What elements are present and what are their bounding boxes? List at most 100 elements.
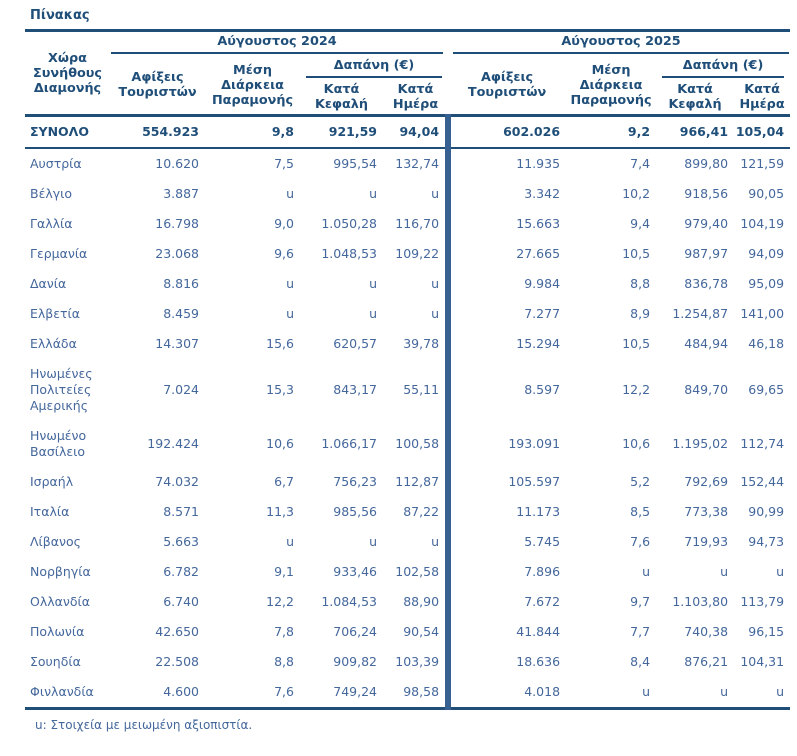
value-cell: u <box>369 186 377 201</box>
value-cell: 98,58 <box>383 677 449 710</box>
value-cell: 8,8 <box>274 654 294 669</box>
value-cell: 899,80 <box>684 156 729 171</box>
value-cell: 94,09 <box>748 246 785 261</box>
value-cell: 7.024 <box>163 382 199 397</box>
value-cell: 10,5 <box>622 246 651 261</box>
table-row: Ηνωμένο Βασίλειο 192.424 10,6 1.066,17 100,5… <box>25 421 790 467</box>
value-cell: u <box>720 564 729 579</box>
value-cell: 484,94 <box>684 336 729 351</box>
country-cell: Ηνωμένο Βασίλειο <box>30 428 87 459</box>
value-cell: 849,70 <box>684 382 729 397</box>
country-cell: Γερμανία <box>30 246 88 261</box>
table-row: Σουηδία 22.508 8,8 909,82 103,39 18.636 8,4 876… <box>25 647 790 677</box>
value-cell: 6,7 <box>274 474 294 489</box>
value-cell: 7,4 <box>630 156 651 171</box>
value-cell: u <box>286 306 294 321</box>
column-group-august-2024: Αύγουστος 2024 <box>110 32 448 56</box>
column-header-per-capita-2025: Κατά Κεφαλή <box>656 80 735 117</box>
group-label-2024: Αύγουστος 2024 <box>111 34 444 54</box>
value-cell: u <box>734 677 791 710</box>
value-cell: 1.084,53 <box>321 594 377 609</box>
country-cell: Φινλανδία <box>25 677 110 710</box>
value-cell: 876,21 <box>684 654 729 669</box>
value-cell: 4.018 <box>445 677 567 710</box>
value-cell: 12,2 <box>266 594 294 609</box>
value-cell: 9,7 <box>630 594 651 609</box>
tourism-statistics-table: Χώρα Συνήθους Διαμονής Αύγουστος 2024 Αύ… <box>25 32 791 710</box>
value-cell: 921,59 <box>300 115 383 149</box>
value-cell: 7,7 <box>630 624 651 639</box>
value-cell: 27.665 <box>445 239 567 269</box>
column-header-arrivals-2025: Αφίξεις Τουριστών <box>448 56 567 117</box>
value-cell: 7,5 <box>274 156 294 171</box>
value-cell: 836,78 <box>684 276 729 291</box>
value-cell: 1.195,02 <box>672 436 729 451</box>
table-row: Γαλλία 16.798 9,0 1.050,28 116,70 15.663 9,4 97… <box>25 209 790 239</box>
value-cell: 5,2 <box>630 474 651 489</box>
column-header-stay-2025: Μέση Διάρκεια Παραμονής <box>566 56 657 117</box>
table-header: Χώρα Συνήθους Διαμονής Αύγουστος 2024 Αύ… <box>25 32 791 117</box>
value-cell: 11,3 <box>266 504 294 519</box>
value-cell: 8,8 <box>630 276 651 291</box>
value-cell: 94,73 <box>748 534 785 549</box>
value-cell: 1.050,28 <box>321 216 377 231</box>
value-cell: 41.844 <box>445 617 567 647</box>
value-cell: 9,2 <box>566 115 657 149</box>
value-cell: 15,6 <box>266 336 294 351</box>
value-cell: 8.816 <box>163 276 199 291</box>
value-cell: 8.459 <box>163 306 199 321</box>
table-row: Γερμανία 23.068 9,6 1.048,53 109,22 27.665 10,… <box>25 239 790 269</box>
column-header-arrivals-2024: Αφίξεις Τουριστών <box>110 56 205 117</box>
value-cell: 104,19 <box>740 216 785 231</box>
value-cell: 6.782 <box>163 564 199 579</box>
country-cell: Ελλάδα <box>30 336 77 351</box>
country-cell: Ολλανδία <box>30 594 90 609</box>
value-cell: u <box>431 276 440 291</box>
table-row: Φινλανδία 4.600 7,6 749,24 98,58 4.018 u u u <box>25 677 791 710</box>
value-cell: 7.896 <box>445 557 567 587</box>
column-group-august-2025: Αύγουστος 2025 <box>448 32 790 56</box>
value-cell: 14.307 <box>155 336 199 351</box>
value-cell: 112,87 <box>395 474 440 489</box>
value-cell: 773,38 <box>684 504 729 519</box>
value-cell: 918,56 <box>684 186 729 201</box>
value-cell: 94,04 <box>383 115 449 149</box>
country-cell: Ελβετία <box>30 306 81 321</box>
value-cell: 22.508 <box>155 654 199 669</box>
country-cell: Σουηδία <box>30 654 81 669</box>
value-cell: 15.294 <box>445 329 567 359</box>
value-cell: 10,5 <box>622 336 651 351</box>
total-row: ΣΥΝΟΛΟ 554.923 9,8 921,59 94,04 602.026 9,2 966… <box>25 115 791 149</box>
subheader-row-2: Κατά Κεφαλή Κατά Ημέρα Κατά Κεφαλή Κατά … <box>25 80 791 117</box>
value-cell: 9,0 <box>274 216 294 231</box>
column-header-per-day-2024: Κατά Ημέρα <box>383 80 449 117</box>
value-cell: 102,58 <box>395 564 440 579</box>
value-cell: 74.032 <box>155 474 199 489</box>
value-cell: 90,05 <box>748 186 785 201</box>
value-cell: u <box>369 276 377 291</box>
table-row: Ελλάδα 14.307 15,6 620,57 39,78 15.294 10,5 484… <box>25 329 790 359</box>
value-cell: 141,00 <box>740 306 785 321</box>
statistics-page: Πίνακας Χώρα Συνήθους Διαμονής Αύγουστος… <box>25 8 791 732</box>
value-cell: 132,74 <box>395 156 440 171</box>
value-cell: 11.173 <box>445 497 567 527</box>
value-cell: 979,40 <box>684 216 729 231</box>
value-cell: 7,8 <box>274 624 294 639</box>
table-row: Ελβετία 8.459 u u u 7.277 8,9 1.254,87 141,00 <box>25 299 790 329</box>
table-row: Λίβανος 5.663 u u u 5.745 7,6 719,93 94,73 <box>25 527 790 557</box>
value-cell: 966,41 <box>656 115 735 149</box>
value-cell: u <box>286 186 294 201</box>
value-cell: 88,90 <box>403 594 440 609</box>
value-cell: 706,24 <box>333 624 377 639</box>
country-cell: ΣΥΝΟΛΟ <box>25 115 110 149</box>
group-label-2025: Αύγουστος 2025 <box>453 34 790 54</box>
value-cell: 105,04 <box>734 115 791 149</box>
column-header-per-capita-2024: Κατά Κεφαλή <box>300 80 383 117</box>
value-cell: u <box>431 186 440 201</box>
table-row: Ολλανδία 6.740 12,2 1.084,53 88,90 7.672 9,7 1.… <box>25 587 790 617</box>
value-cell: 11.935 <box>445 148 567 179</box>
value-cell: u <box>566 677 657 710</box>
value-cell: 9,4 <box>630 216 651 231</box>
value-cell: u <box>642 564 651 579</box>
value-cell: 3.342 <box>445 179 567 209</box>
